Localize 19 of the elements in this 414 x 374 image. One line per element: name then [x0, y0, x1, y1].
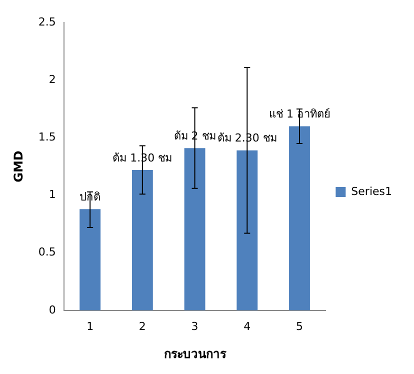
x-tick-label: 4 [244, 320, 251, 333]
y-axis-title: GMD [11, 150, 26, 182]
bar [132, 170, 153, 310]
x-axis-title: กระบวนการ [164, 346, 227, 361]
bar [184, 148, 206, 310]
x-tick-label: 3 [191, 320, 198, 333]
y-tick-label: 1.5 [38, 130, 56, 144]
x-tick-label: 2 [138, 320, 146, 333]
y-tick-label: 1 [48, 188, 56, 202]
y-tick-label: 2.5 [38, 15, 56, 28]
x-tick-label: 5 [296, 320, 303, 333]
bar [236, 150, 258, 310]
y-tick-label: 2 [48, 73, 56, 86]
y-tick-label: 0.5 [38, 246, 56, 259]
legend-label: Series1 [351, 184, 392, 198]
bar [289, 126, 310, 310]
y-tick-label: 0 [48, 303, 56, 316]
x-tick-label: 1 [86, 320, 94, 333]
bar [80, 209, 101, 310]
